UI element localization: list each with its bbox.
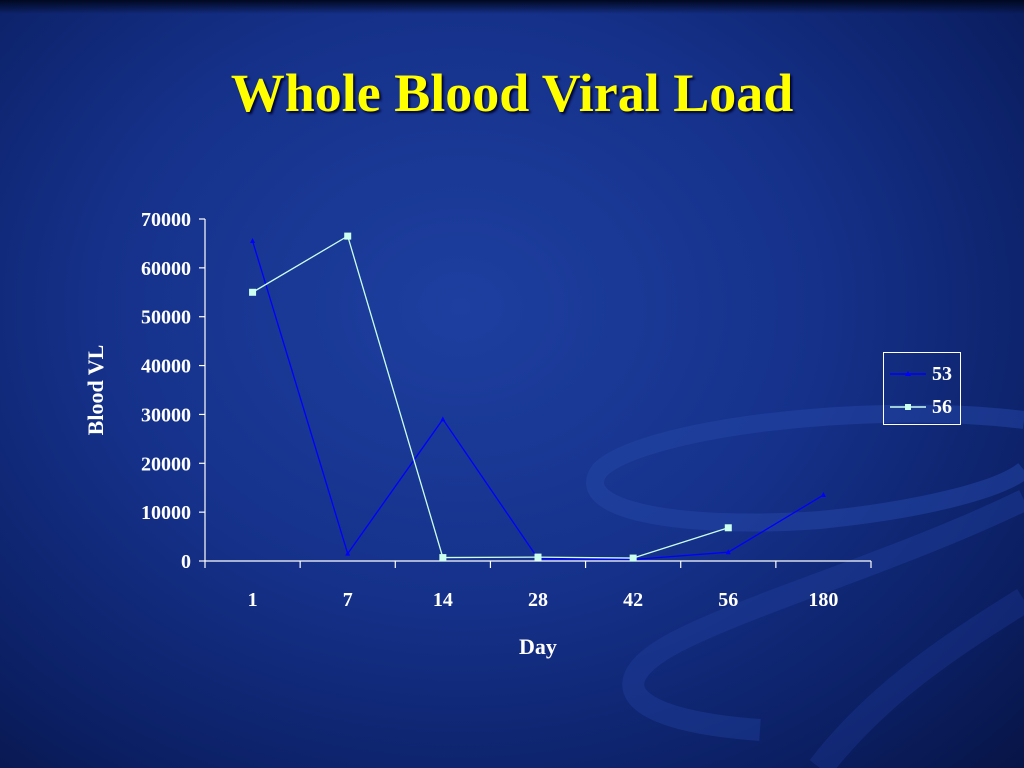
x-tick-label: 1	[248, 589, 258, 611]
y-tick-label: 70000	[141, 209, 191, 231]
data-point	[820, 492, 826, 498]
legend-label-56: 56	[932, 395, 952, 418]
legend-label-53: 53	[932, 362, 952, 385]
series-line-53	[251, 240, 824, 561]
x-tick-label: 42	[623, 589, 643, 611]
x-tick-label: 28	[528, 589, 548, 611]
y-tick-label: 30000	[141, 404, 191, 426]
data-point	[725, 549, 731, 555]
x-tick-label: 14	[433, 589, 453, 611]
y-axis: 0 10000 20000 30000 40000 50000 60000 70000	[141, 209, 206, 573]
series-layer	[249, 232, 826, 562]
series-56	[249, 232, 732, 562]
data-point	[344, 232, 352, 240]
legend-item-56: 56	[884, 392, 962, 422]
legend-item-53: 53	[884, 359, 962, 389]
y-tick-label: 50000	[141, 307, 191, 329]
data-point	[345, 550, 351, 556]
y-tick-label: 60000	[141, 258, 191, 280]
data-point	[724, 524, 732, 532]
y-tick-label: 10000	[141, 502, 191, 524]
chart-legend: 53 56	[883, 352, 961, 425]
y-tick-label: 20000	[141, 453, 191, 475]
x-tick-label: 7	[343, 589, 353, 611]
y-tick-label: 40000	[141, 356, 191, 378]
top-band	[0, 0, 1024, 14]
y-axis-title: Blood VL	[83, 345, 108, 436]
x-tick-label: 56	[718, 589, 738, 611]
data-point	[439, 554, 447, 562]
x-axis-title: Day	[519, 634, 557, 659]
data-point	[249, 288, 257, 296]
legend-swatch-53	[890, 371, 926, 376]
data-point	[629, 554, 637, 562]
legend-swatch-56	[890, 404, 926, 410]
series-line-56	[252, 235, 729, 559]
x-tick-label: 180	[808, 589, 838, 611]
slide-title: Whole Blood Viral Load	[230, 63, 794, 123]
data-point	[250, 237, 256, 243]
y-tick-label: 0	[181, 551, 191, 573]
x-axis: 1 7 14 28 42 56 180	[204, 560, 872, 611]
data-point	[534, 553, 542, 561]
series-53	[250, 237, 826, 562]
data-point	[440, 416, 446, 422]
